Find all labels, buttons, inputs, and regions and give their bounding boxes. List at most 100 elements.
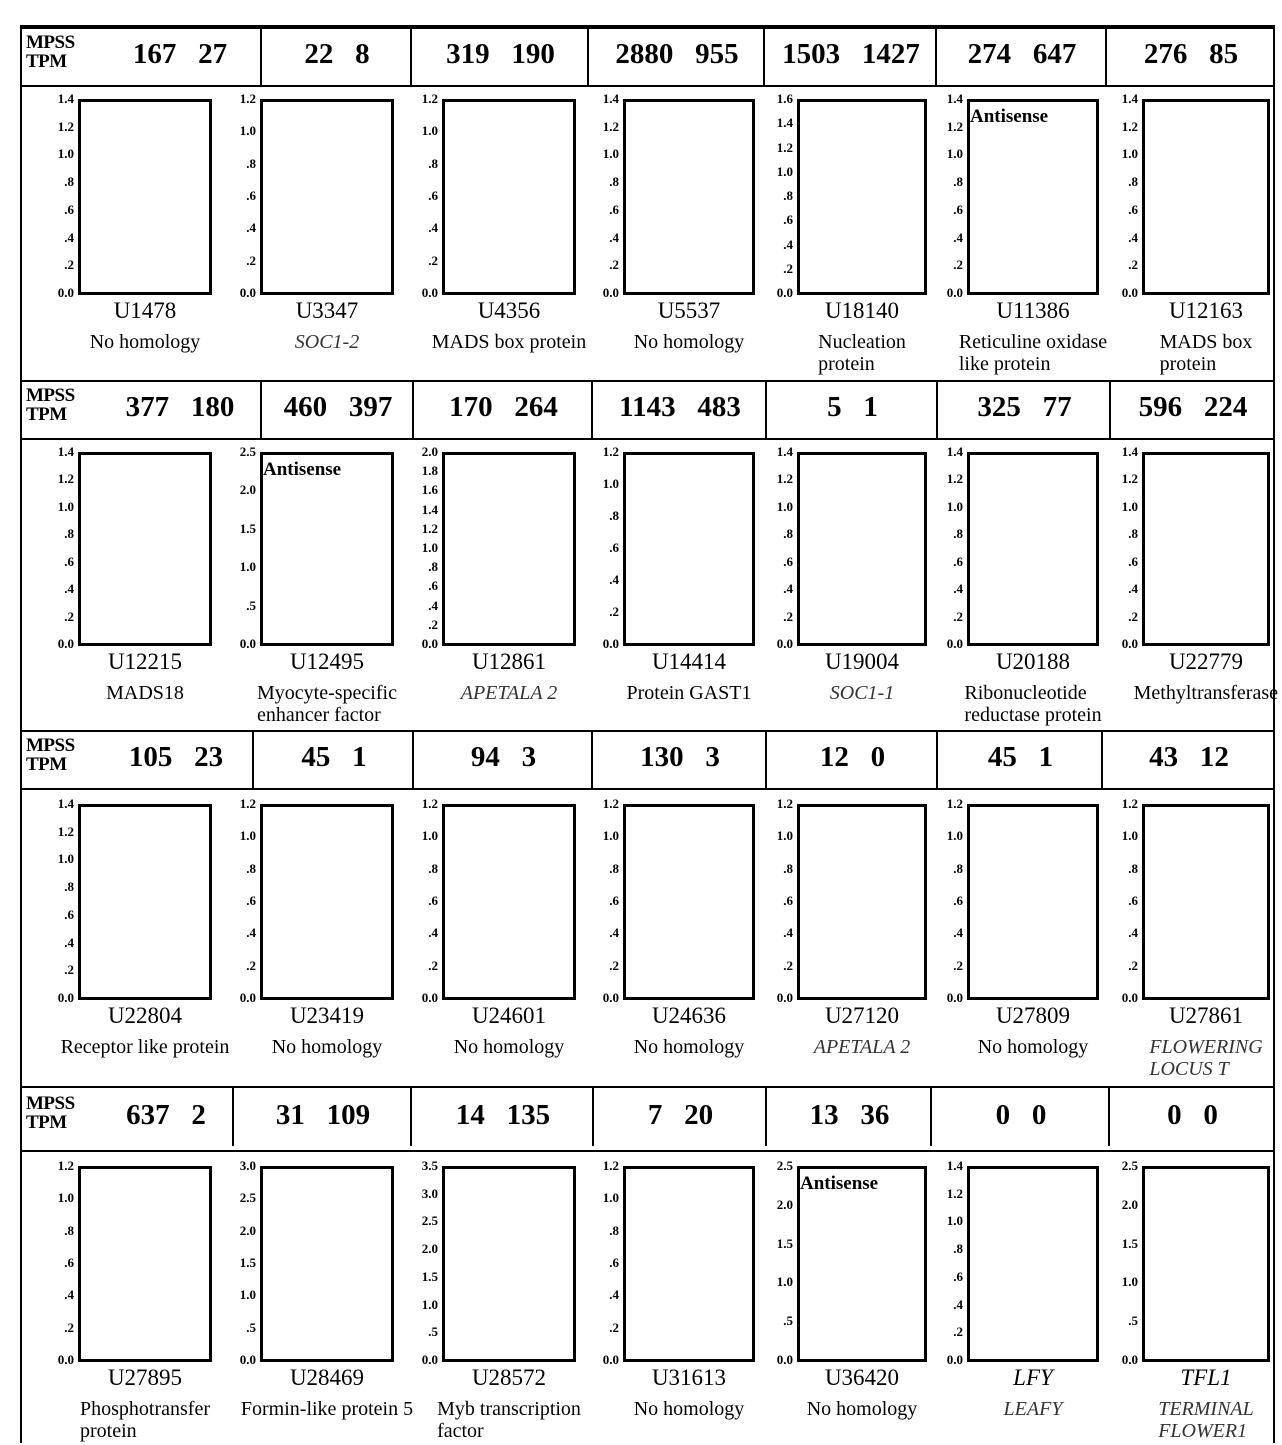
header-cell: 0 0 [932,1088,1110,1146]
mpss-tpm-values: 7 20 [648,1100,713,1130]
mpss-tpm-values: 274 647 [968,39,1077,69]
gene-description: No homology [807,1398,918,1420]
y-tick-label: .6 [246,893,256,908]
gene-description: APETALA 2 [461,682,557,704]
description-line: like protein [958,353,1051,375]
mpss-value: 325 [977,391,1021,423]
gene-description: SOC1-2 [295,331,359,353]
header-cell: 1503 1427 [765,27,937,85]
plot-frame [1142,1166,1270,1362]
mpss-value: 94 [470,741,500,773]
y-tick-label: .4 [783,236,793,252]
y-tick-label: 1.2 [239,91,256,106]
gene-label: U12163 [1168,298,1244,323]
plot-frame [967,99,1099,295]
mpss-value: 274 [967,38,1012,70]
y-tick-label: .5 [246,597,256,613]
y-tick-label: .4 [64,229,74,245]
header-cell: 5 1 [767,380,938,438]
y-tick-label: 1.4 [946,91,963,106]
y-tick-label: .5 [428,1324,438,1340]
y-tick-label: 1.2 [602,118,619,134]
gene-description: MADS box protein [1160,331,1253,375]
mpss-value: 460 [283,391,328,423]
y-tick-label: 1.8 [421,463,438,479]
tpm-value: 0 [870,741,886,773]
y-tick-label: .2 [609,604,619,619]
mpss-tpm-values: 45 1 [988,742,1053,772]
y-tick-label: .4 [783,581,793,597]
plot-frame [78,1166,212,1362]
y-tick-label: .4 [609,572,619,587]
description-line: TERMINAL [1158,1398,1254,1420]
header-cell: MPSS TPM 167 27 [20,27,262,85]
y-tick-label: 1.4 [776,115,793,131]
y-tick-label: 1.0 [421,1296,438,1312]
y-tick-label: .4 [428,597,438,613]
mpss-value: 0 [1167,1099,1182,1131]
header-cell: 13 36 [767,1088,932,1146]
tpm-value: 109 [326,1099,371,1131]
gene-description: TERMINAL FLOWER1 [1158,1398,1254,1442]
y-tick-label: .8 [246,155,256,171]
header-cell: 7 20 [594,1088,767,1146]
mpss-tpm-values: 596 224 [1139,392,1248,422]
header-cell: 45 1 [254,730,414,788]
y-tick-label: 0.0 [239,1352,256,1367]
y-tick-label: .6 [64,1255,74,1270]
mpss-tpm-values: 1503 1427 [782,39,920,69]
mpss-value: 45 [301,741,331,773]
mpss-tpm-values: 43 12 [1149,742,1229,772]
description-line: No homology [977,1036,1089,1058]
plot-frame [797,99,927,295]
antisense-label: Antisense [970,106,1049,127]
gene-description: Phosphotransfer protein [80,1398,210,1442]
y-tick-label: 2.0 [776,1196,793,1212]
header-cell: 1143 483 [593,380,767,438]
description-line: APETALA 2 [460,682,558,704]
y-tick-label: 0.0 [776,990,793,1005]
plot-frame [442,452,576,646]
header-cell: MPSS TPM 637 2 [20,1088,234,1146]
gene-description: No homology [272,1036,383,1058]
description-line: enhancer factor [257,704,381,726]
gene-label: U18140 [824,298,900,323]
y-tick-label: 1.0 [776,1274,793,1290]
grid-divider [20,438,1275,440]
plot-frame [260,99,394,295]
y-tick-label: .5 [783,1313,793,1329]
gene-description: SOC1-1 [830,682,894,704]
gene-description: No homology [978,1036,1089,1058]
description-line: No homology [806,1398,918,1420]
y-tick-label: 0.0 [602,1352,619,1367]
y-tick-label: .8 [953,1241,963,1257]
header-cell: 276 85 [1107,27,1275,85]
mpss-tpm-values: 13 36 [810,1100,890,1130]
mpss-tpm-values: 12 0 [820,742,885,772]
mpss-tpm-values: 94 3 [471,742,536,772]
description-line: Phosphotransfer [80,1398,210,1420]
y-tick-label: .2 [609,257,619,273]
y-tick-label: 1.0 [946,828,963,844]
y-tick-label: .2 [246,957,256,973]
y-tick-label: 1.0 [776,498,793,514]
y-tick-label: .2 [953,957,963,973]
description-line: LOCUS T [1149,1058,1229,1080]
gene-label: U5537 [657,298,721,323]
y-tick-label: 1.4 [776,444,793,459]
mpss-value: 45 [987,741,1017,773]
y-tick-label: 0.0 [421,636,438,651]
description-line: reductase protein [964,704,1102,726]
plot-frame [260,804,394,1000]
tpm-value: 77 [1042,391,1072,423]
y-tick-label: 0.0 [946,990,963,1005]
description-line: factor [437,1420,484,1442]
plot-frame [78,452,212,646]
mpss-value: 13 [809,1099,839,1131]
mpss-tpm-values: 170 264 [449,392,558,422]
y-tick-label: 3.0 [239,1158,256,1173]
gene-description: Ribonucleotide reductase protein [964,682,1101,726]
y-tick-label: 2.5 [239,1190,256,1206]
y-tick-label: .2 [1128,608,1138,624]
mpss-tpm-values: 460 397 [284,392,393,422]
